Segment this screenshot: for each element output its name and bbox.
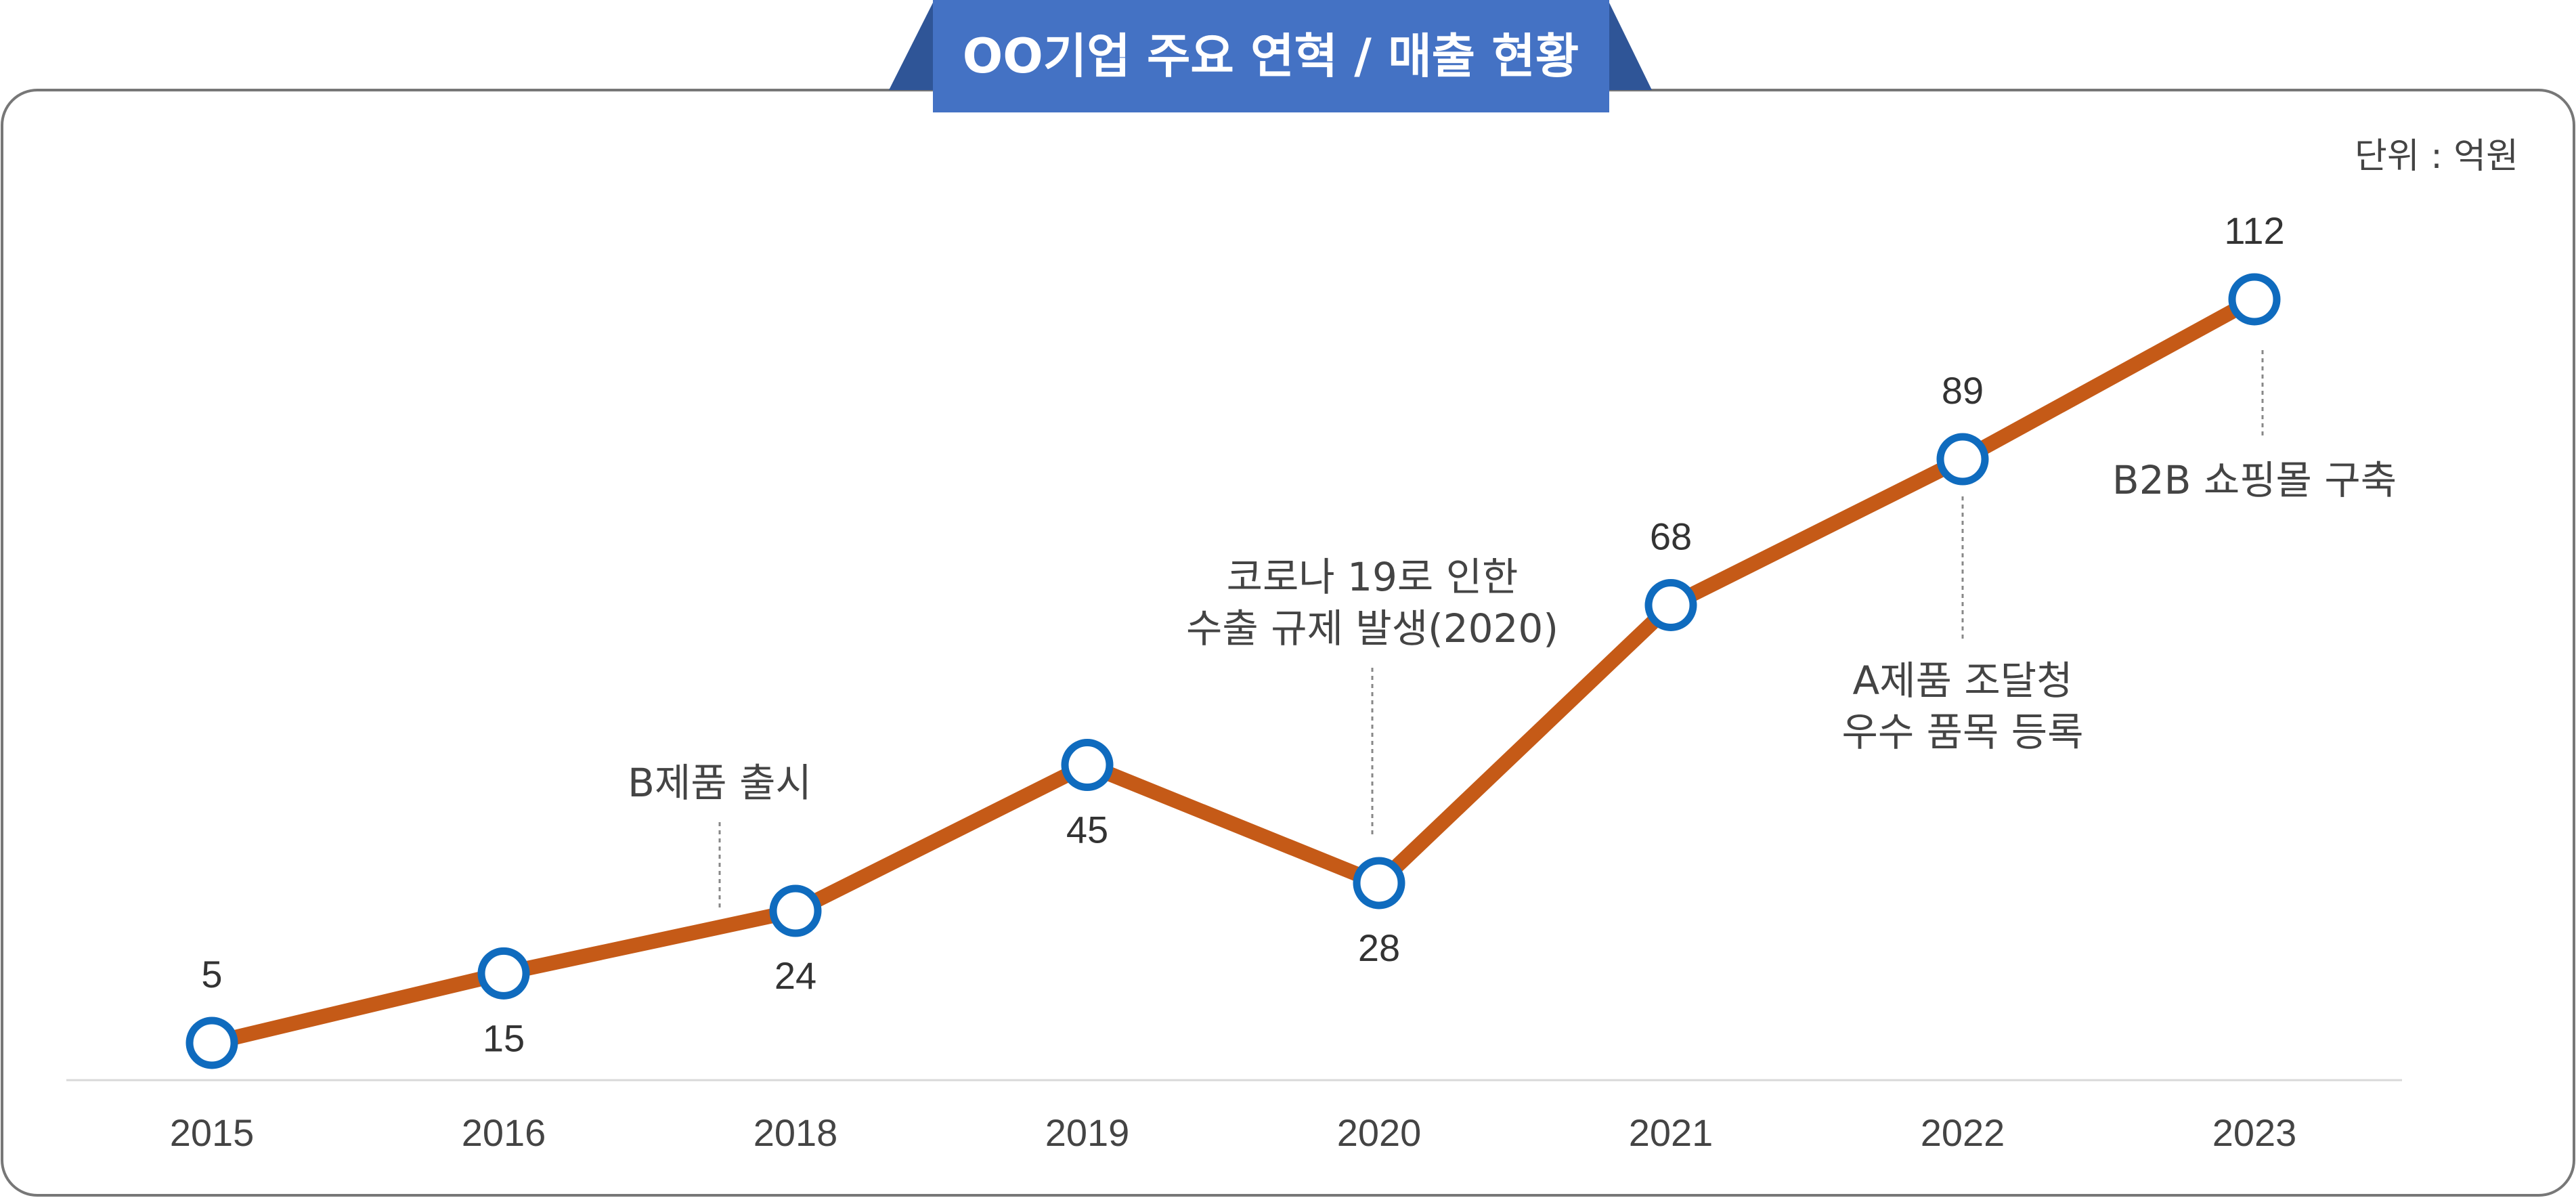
data-label: 28: [1358, 926, 1400, 969]
title-tab-right: [1608, 0, 1652, 90]
data-label: 89: [1942, 369, 1984, 412]
x-tick-label: 2015: [170, 1111, 255, 1154]
title-banner: [933, 0, 1609, 112]
data-point: [769, 884, 822, 937]
annotation-text: 코로나 19로 인한: [1227, 554, 1519, 600]
annotation-text: B제품 출시: [628, 760, 812, 806]
data-point: [1353, 857, 1405, 910]
data-label: 68: [1650, 515, 1692, 558]
data-point: [185, 1017, 238, 1069]
annotation-text: B2B 쇼핑몰 구축: [2112, 457, 2397, 503]
value-labels: 5 15 24 45 28 68 89 112: [201, 209, 2284, 1059]
data-label: 45: [1066, 809, 1108, 851]
data-point: [1061, 739, 1114, 792]
title-tab-left: [889, 0, 934, 90]
x-tick-label: 2019: [1045, 1111, 1130, 1154]
chart-title: OO기업 주요 연혁 / 매출 현황: [963, 28, 1579, 84]
data-label: 24: [774, 954, 816, 997]
x-axis-ticks: 2015 2016 2018 2019 2020 2021 2022 2023: [170, 1111, 2297, 1154]
data-label: 5: [201, 953, 222, 996]
data-point: [2228, 273, 2281, 326]
annotation-text: 수출 규제 발생(2020): [1186, 605, 1558, 651]
data-point: [477, 947, 530, 1000]
data-point: [1644, 579, 1697, 632]
annotation-text: A제품 조달청: [1853, 658, 2073, 704]
x-tick-label: 2020: [1337, 1111, 1422, 1154]
data-point: [1936, 433, 1989, 486]
annotation-guides: [718, 350, 2264, 911]
x-tick-label: 2023: [2212, 1111, 2297, 1154]
unit-label: 단위 : 억원: [2355, 136, 2518, 177]
x-tick-label: 2022: [1921, 1111, 2005, 1154]
x-tick-label: 2016: [462, 1111, 546, 1154]
x-tick-label: 2018: [754, 1111, 838, 1154]
annotation-text: 우수 품목 등록: [1841, 709, 2083, 755]
series-line: [204, 292, 2262, 1050]
markers: [185, 273, 2281, 1069]
series: [204, 292, 2262, 1050]
x-tick-label: 2021: [1629, 1111, 1713, 1154]
data-label: 112: [2224, 209, 2284, 252]
data-label: 15: [483, 1017, 525, 1059]
